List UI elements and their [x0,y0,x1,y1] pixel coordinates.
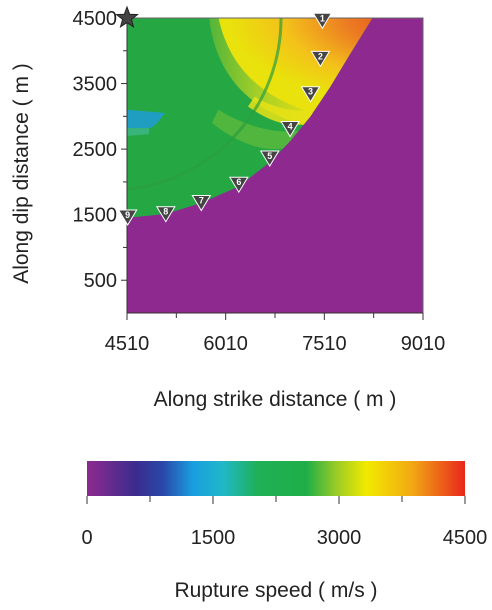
y-tick-label: 1500 [73,205,118,227]
station-label: 6 [236,177,241,187]
station-triangle-icon [228,176,249,194]
x-tick-label: 4510 [105,333,150,355]
station-label: 1 [320,13,325,23]
station-triangle-icon [191,195,212,212]
slow-patch-edge [127,128,149,136]
station-marker: 7 [191,195,212,212]
x-axis-title: Along strike distance ( m ) [154,388,397,411]
station-label: 4 [288,121,293,131]
station-marker: 5 [259,150,280,167]
colorbar-tick-label: 1500 [191,527,236,549]
y-axis-title: Along dip distance ( m ) [10,63,33,284]
yellow-strip [248,96,318,125]
station-label: 5 [267,151,272,161]
y-tick-label: 2500 [73,139,118,161]
slow-patch [127,109,165,129]
y-tick-label: 500 [84,270,117,292]
station-triangle-icon [280,120,301,138]
station-marker: 6 [228,176,249,194]
station-label: 3 [308,87,313,97]
x-tick-label: 7510 [302,333,347,355]
colorbar-tick-label: 0 [81,527,92,549]
station-label: 2 [318,51,323,61]
station-label: 7 [199,196,204,206]
y-tick-label: 3500 [73,74,118,96]
colorbar-title: Rupture speed ( m/s ) [174,579,377,602]
y-tick-label: 4500 [73,8,118,30]
station-marker: 4 [280,120,301,138]
station-triangle-icon [312,12,333,30]
colorbar-ticks: 0 1500 3000 4500 [81,496,487,549]
station-marker: 8 [155,206,176,223]
x-axis: 4510 6010 7510 9010 [105,312,446,355]
plot-area [127,18,423,313]
stations: 1 2 3 4 5 6 7 8 9 [117,12,333,226]
x-tick-label: 6010 [203,333,248,355]
station-marker: 2 [310,50,331,68]
station-triangle-icon [300,86,321,103]
station-label: 9 [125,210,130,220]
light-green-zone [211,109,308,150]
colorbar-tick-label: 3000 [317,527,362,549]
x-tick-label: 9010 [401,333,446,355]
y-axis: 500 1500 2500 3500 4500 [73,8,128,313]
circular-front-arc [127,18,283,191]
station-marker: 9 [117,209,138,226]
colorbar-gradient [87,461,465,496]
station-label: 8 [163,207,168,217]
station-triangle-icon [310,50,331,68]
station-triangle-icon [155,206,176,223]
colorbar: 0 1500 3000 4500 [81,461,487,549]
station-triangle-icon [117,209,138,226]
station-marker: 1 [312,12,333,30]
station-triangle-icon [259,150,280,167]
station-marker: 3 [300,86,321,103]
hypocenter-star-icon [115,5,139,29]
colorbar-tick-label: 4500 [443,527,488,549]
